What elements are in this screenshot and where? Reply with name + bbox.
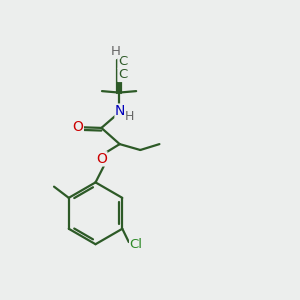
Text: C: C xyxy=(118,68,127,81)
Text: H: H xyxy=(111,45,121,58)
Text: Cl: Cl xyxy=(130,238,142,251)
Text: N: N xyxy=(115,104,125,118)
Text: H: H xyxy=(125,110,134,123)
Text: O: O xyxy=(72,120,83,134)
Text: O: O xyxy=(96,152,107,166)
Text: C: C xyxy=(118,55,127,68)
